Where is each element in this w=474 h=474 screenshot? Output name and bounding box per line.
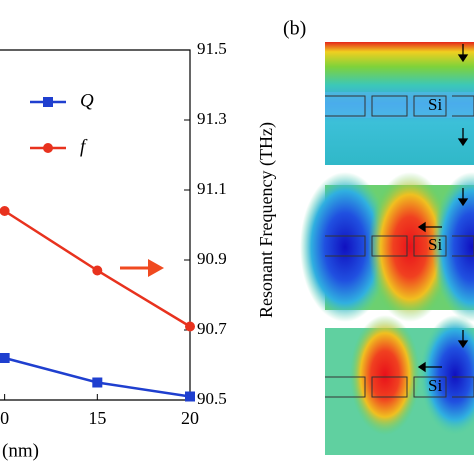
y2-tick-label: 91.5	[197, 39, 227, 58]
marker	[92, 265, 103, 276]
y2-tick-label: 90.9	[197, 249, 227, 268]
x-tick-label: 0	[0, 408, 9, 428]
legend-marker	[43, 143, 53, 153]
marker	[185, 391, 195, 402]
marker	[92, 377, 103, 388]
x-tick-label: 20	[181, 408, 199, 428]
field-label: Si	[428, 95, 442, 114]
y2-tick-label: 91.3	[197, 109, 227, 128]
y2-tick-label: 90.5	[197, 389, 227, 408]
y2-tick-label: 90.7	[197, 319, 227, 338]
y2-tick-label: 91.1	[197, 179, 227, 198]
field-label: Si	[428, 235, 442, 254]
legend-marker	[43, 97, 53, 107]
legend-label: Q	[80, 90, 94, 111]
marker	[0, 206, 10, 216]
series-line	[4, 356, 191, 398]
legend-label: f	[80, 136, 88, 157]
panel-label: (b)	[283, 18, 306, 40]
y2-axis-label: Resonant Frequency (THz)	[256, 122, 277, 318]
field-panels	[300, 42, 474, 455]
axis-arrow	[148, 259, 164, 277]
x-tick-label: 15	[88, 408, 106, 428]
marker	[0, 353, 10, 363]
x-axis-label: (nm)	[2, 440, 39, 461]
plot-frame	[0, 49, 191, 401]
field-label: Si	[428, 376, 442, 395]
marker	[185, 321, 195, 332]
